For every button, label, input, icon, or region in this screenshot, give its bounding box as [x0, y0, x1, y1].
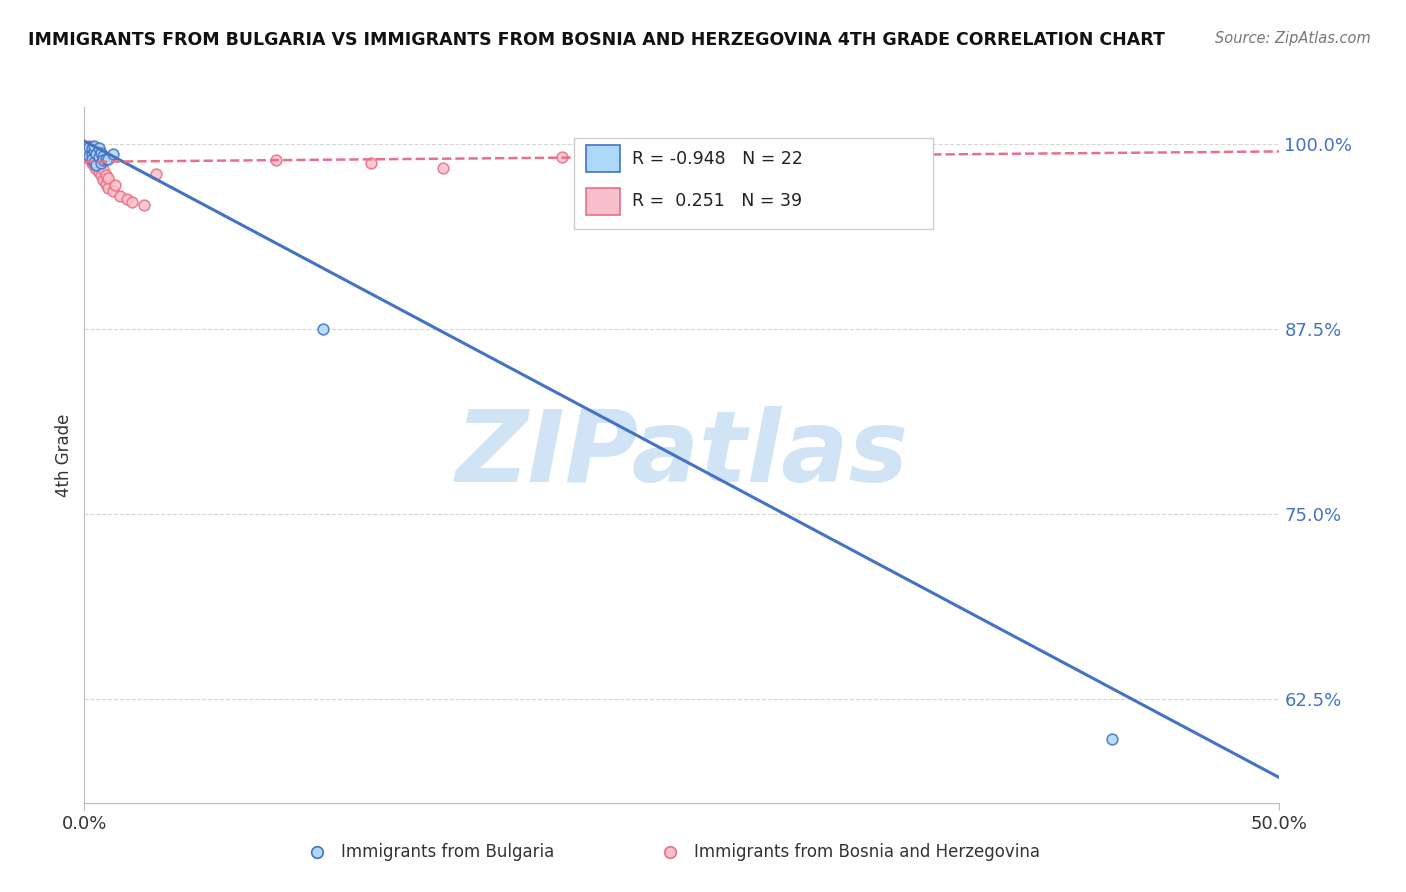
Point — [94, 177, 117, 191]
Text: ZIPatlas: ZIPatlas — [456, 407, 908, 503]
Point — [86, 162, 108, 177]
Point — [83, 150, 105, 164]
Point — [80, 147, 103, 161]
Point — [90, 159, 112, 173]
Point — [101, 147, 124, 161]
Point — [83, 159, 105, 173]
Point — [86, 152, 108, 166]
Text: Source: ZipAtlas.com: Source: ZipAtlas.com — [1215, 31, 1371, 46]
Point — [599, 147, 621, 161]
Text: IMMIGRANTS FROM BULGARIA VS IMMIGRANTS FROM BOSNIA AND HERZEGOVINA 4TH GRADE COR: IMMIGRANTS FROM BULGARIA VS IMMIGRANTS F… — [28, 31, 1166, 49]
Point — [94, 152, 117, 166]
Point — [87, 165, 110, 179]
Point — [87, 141, 110, 155]
Point — [121, 194, 143, 209]
Point — [83, 143, 105, 157]
Point — [83, 154, 105, 169]
Point — [86, 158, 108, 172]
Point — [360, 156, 382, 170]
Point — [86, 147, 108, 161]
Point — [93, 172, 115, 186]
Point — [94, 168, 117, 182]
Point — [77, 149, 100, 163]
Point — [132, 198, 156, 212]
Point — [93, 149, 115, 163]
Point — [90, 156, 112, 170]
Point — [80, 140, 103, 154]
Point — [671, 152, 693, 166]
Point — [77, 138, 100, 153]
Point — [80, 156, 103, 170]
Point — [104, 178, 127, 193]
Point — [264, 153, 287, 168]
Point — [97, 152, 120, 166]
Point — [1101, 732, 1123, 747]
Point — [76, 149, 98, 163]
Point — [312, 322, 335, 336]
Point — [87, 154, 110, 169]
Point — [80, 152, 103, 166]
Point — [87, 150, 110, 164]
Point — [80, 141, 103, 155]
Point — [101, 185, 124, 199]
Point — [77, 152, 100, 166]
Point — [90, 168, 112, 182]
Point — [432, 161, 454, 175]
Point — [145, 167, 167, 181]
Point — [97, 181, 120, 195]
Y-axis label: 4th Grade: 4th Grade — [55, 413, 73, 497]
Point — [76, 145, 98, 159]
Point — [80, 147, 103, 161]
Point — [93, 153, 115, 168]
Point — [86, 145, 108, 159]
Point — [76, 141, 98, 155]
Point — [117, 192, 139, 206]
Text: Immigrants from Bulgaria: Immigrants from Bulgaria — [342, 843, 554, 861]
Text: R = -0.948   N = 22: R = -0.948 N = 22 — [631, 150, 803, 169]
Point — [551, 150, 574, 164]
Point — [766, 149, 789, 163]
FancyBboxPatch shape — [586, 145, 620, 172]
Point — [83, 145, 105, 159]
FancyBboxPatch shape — [575, 138, 934, 229]
Point — [77, 140, 100, 154]
Point — [97, 171, 120, 186]
FancyBboxPatch shape — [586, 188, 620, 215]
Point — [93, 162, 115, 177]
Point — [886, 145, 908, 160]
Text: Immigrants from Bosnia and Herzegovina: Immigrants from Bosnia and Herzegovina — [695, 843, 1040, 861]
Point — [83, 138, 105, 153]
Point — [77, 145, 100, 159]
Point — [110, 189, 132, 203]
Text: R =  0.251   N = 39: R = 0.251 N = 39 — [631, 192, 801, 210]
Point — [90, 145, 112, 160]
